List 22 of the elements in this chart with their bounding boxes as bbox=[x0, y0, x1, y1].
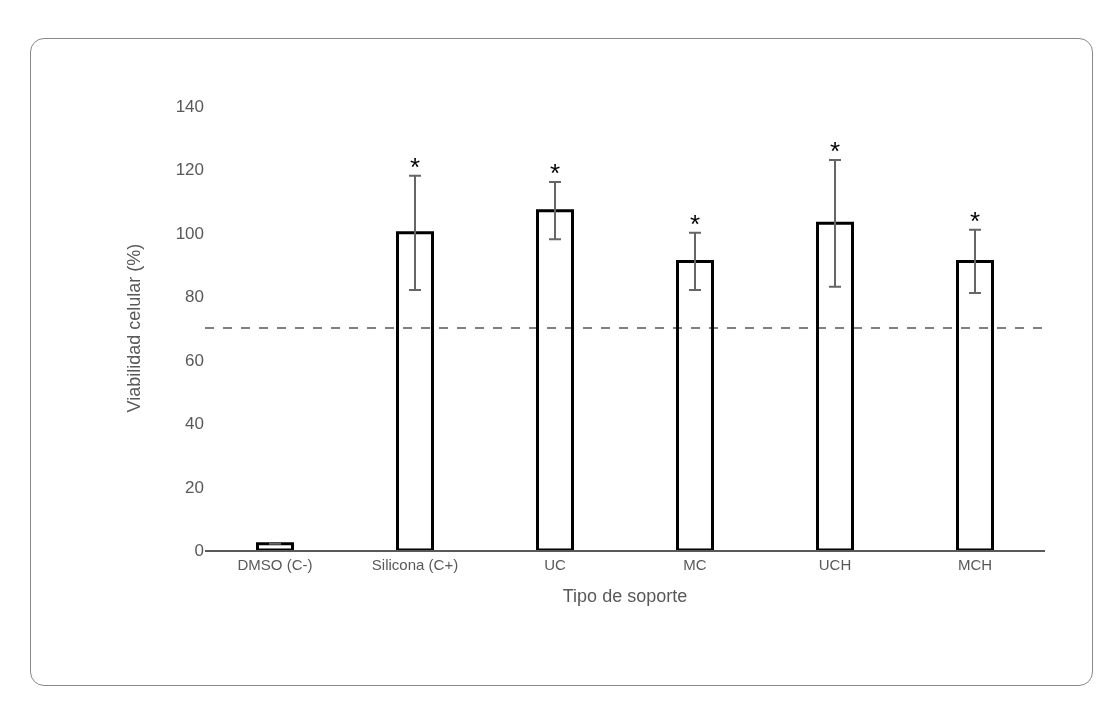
annotation: * bbox=[410, 152, 421, 182]
x-tick-label: UCH bbox=[818, 555, 852, 573]
y-axis-title: Viabilidad celular (%) bbox=[123, 243, 144, 413]
y-tick-label: 60 bbox=[185, 350, 204, 370]
y-tick-label: 140 bbox=[175, 96, 204, 116]
x-axis-title: Tipo de soporte bbox=[562, 586, 688, 607]
x-tick-label: UC bbox=[544, 555, 566, 573]
x-tick-label: MCH bbox=[957, 555, 993, 573]
y-tick-label: 100 bbox=[175, 223, 204, 243]
y-tick-label: 20 bbox=[185, 477, 204, 497]
annotation: * bbox=[690, 209, 701, 239]
bar bbox=[256, 542, 294, 550]
x-tick-label: MC bbox=[683, 555, 707, 573]
annotation: * bbox=[830, 136, 841, 166]
x-tick-label: Silicona (C+) bbox=[371, 555, 459, 573]
annotation: * bbox=[970, 206, 981, 236]
x-tick-label: DMSO (C-) bbox=[237, 555, 313, 573]
y-tick-label: 0 bbox=[194, 540, 204, 560]
y-tick-label: 120 bbox=[175, 160, 204, 180]
y-tick-label: 40 bbox=[185, 414, 204, 434]
y-tick-label: 80 bbox=[185, 287, 204, 307]
annotation: * bbox=[550, 158, 561, 188]
